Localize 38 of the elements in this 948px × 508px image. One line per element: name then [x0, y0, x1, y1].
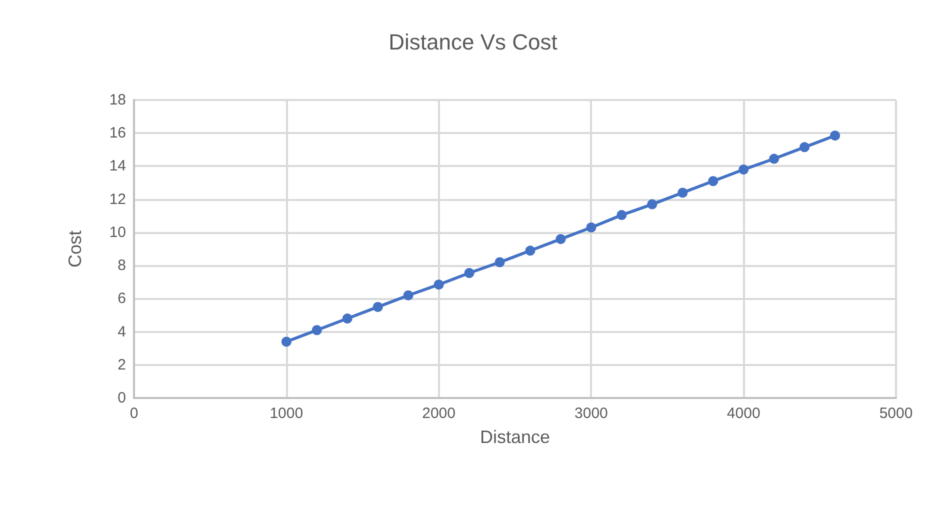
y-tick-label: 16 [109, 124, 126, 142]
point [830, 130, 840, 141]
chart-title: Distance Vs Cost [388, 30, 558, 54]
point [434, 280, 444, 290]
x-axis-title: Distance [480, 427, 550, 447]
point [281, 336, 292, 347]
point [678, 188, 688, 198]
point [556, 234, 566, 244]
point [312, 325, 322, 336]
point [525, 246, 536, 256]
y-axis-title: Cost [65, 230, 85, 268]
x-tick-label: 0 [130, 405, 138, 422]
y-tick-label: 0 [118, 390, 126, 406]
y-tick-label: 18 [109, 92, 126, 108]
point [464, 268, 474, 278]
y-tick-label: 10 [109, 224, 126, 241]
point [403, 290, 414, 300]
x-tick-label: 2000 [422, 405, 456, 422]
point [342, 314, 352, 324]
y-tick-label: 12 [109, 190, 126, 208]
point [372, 302, 383, 312]
x-tick-label: 5000 [879, 405, 913, 422]
y-tick-label: 4 [118, 323, 126, 340]
point [494, 257, 505, 268]
x-tick-label: 3000 [574, 405, 608, 422]
point [616, 210, 627, 220]
x-tick-label: 4000 [726, 405, 760, 422]
point [800, 142, 810, 152]
point [586, 222, 596, 232]
point [647, 199, 658, 210]
x-tick-label: 1000 [270, 405, 304, 422]
y-tick-label: 8 [118, 257, 126, 274]
y-tick-label: 6 [118, 290, 126, 308]
y-tick-label: 2 [118, 356, 126, 374]
point [769, 154, 780, 164]
y-tick-label: 14 [109, 158, 126, 175]
point [738, 164, 749, 175]
point [708, 176, 718, 186]
